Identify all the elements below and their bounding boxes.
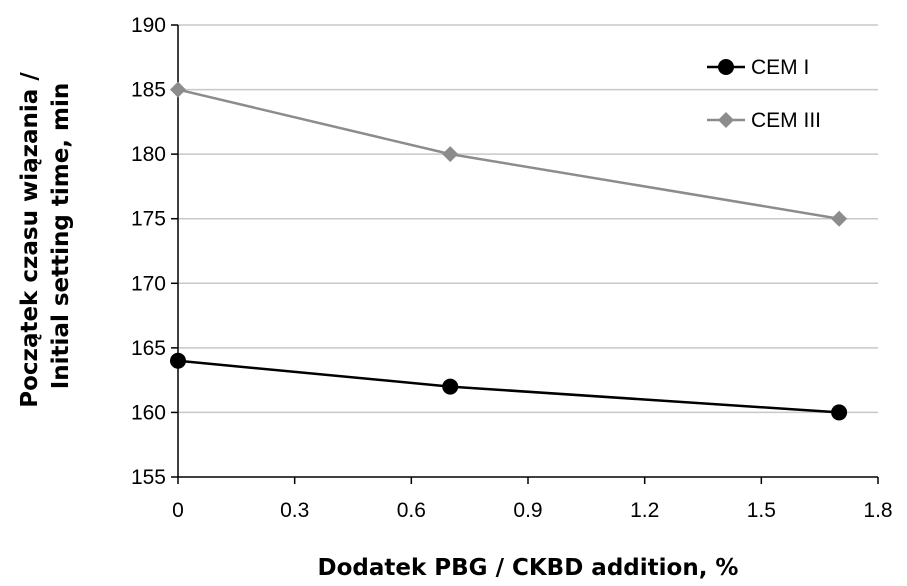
x-tick-label: 0.6 [397,499,426,522]
data-point-cem-i [831,404,848,421]
y-tick-label: 160 [131,401,166,424]
data-point-cem-iii [170,81,186,98]
series [170,81,848,421]
y-axis-title-line-2: Initial setting time, min [48,83,74,390]
legend-marker-cem-iii [718,112,734,128]
y-tick-label: 190 [131,14,166,37]
data-point-cem-i [170,352,186,369]
legend-label-cem-iii: CEM III [751,109,821,132]
y-tick-label: 155 [131,466,166,489]
data-point-cem-iii [442,146,459,163]
series-line-cem-i [177,359,840,414]
tick-labels: 155 160 165 170 175 180 185 190 0 0.3 0.6 0.9 1.2 1.5… [131,14,893,522]
y-tick-label: 185 [131,79,166,102]
legend-label-cem-i: CEM I [751,56,809,79]
data-point-cem-i [442,378,459,395]
x-tick-label: 0.9 [513,499,542,522]
y-tick-label: 165 [131,337,166,360]
y-tick-label: 170 [131,272,166,295]
x-axis-title: Dodatek PBG / CKBD addition, % [318,555,739,581]
data-point-cem-iii [831,210,848,227]
y-tick-label: 180 [131,143,166,166]
y-tick-label: 175 [131,208,166,231]
grid-lines [178,24,878,414]
legend: CEM I CEM III [707,56,821,132]
x-tick-label: 1.2 [630,499,659,522]
y-axis-title-line-1: Początek czasu wiązania / [17,72,43,408]
x-tick-label: 1.8 [863,499,892,522]
x-tick-label: 0 [172,499,184,522]
y-axis-title: Początek czasu wiązania / Initial settin… [17,64,74,407]
x-tick-label: 1.5 [747,499,776,522]
axes [171,24,879,484]
x-tick-label: 0.3 [280,499,309,522]
legend-marker-cem-i [718,59,734,75]
